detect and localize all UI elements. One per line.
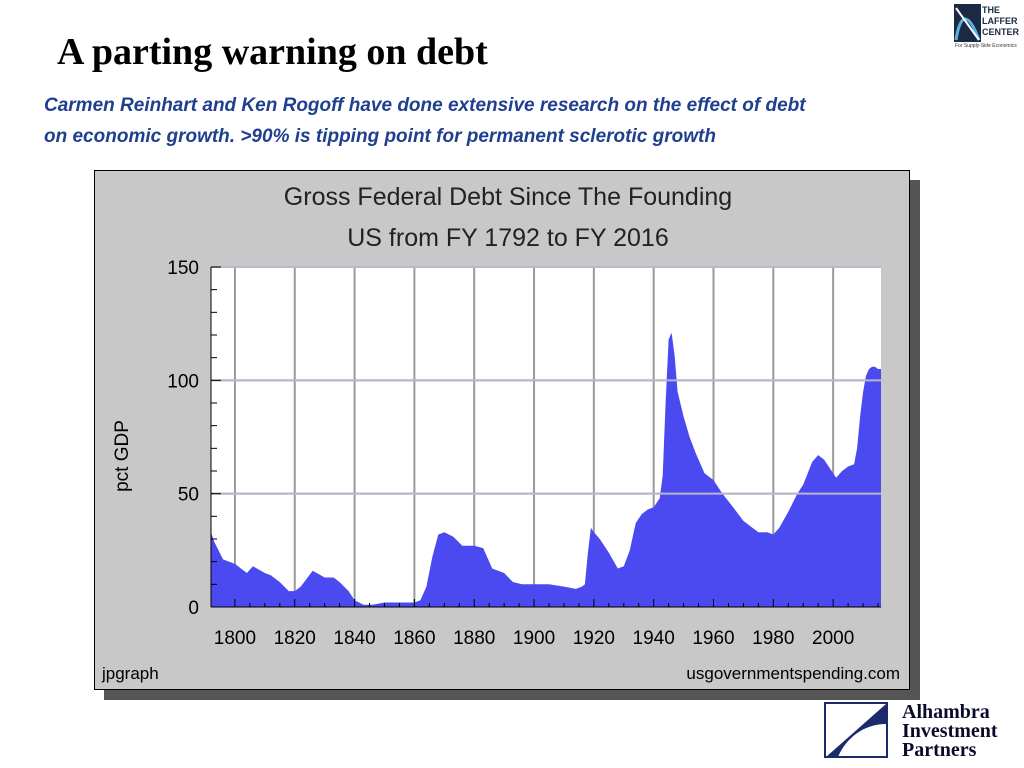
x-tick-label: 1920: [573, 628, 615, 649]
y-axis-label: pct GDP: [112, 420, 133, 492]
laffer-logo-line-1: THE: [982, 5, 1000, 15]
chart-title: Gross Federal Debt Since The Founding: [284, 183, 732, 211]
laffer-center-logo: THE LAFFER CENTER For Supply-Side Econom…: [954, 4, 1024, 52]
x-tick-label: 1960: [692, 628, 734, 649]
x-tick-label: 1860: [393, 628, 435, 649]
alhambra-logo: Alhambra Investment Partners: [824, 700, 1024, 762]
debt-area-series: [211, 332, 881, 607]
laffer-logo-line-2: LAFFER: [982, 16, 1018, 26]
alhambra-emblem-icon: [824, 702, 888, 758]
x-tick-label: 1880: [453, 628, 495, 649]
y-tick-label: 150: [167, 258, 199, 279]
slide-title: A parting warning on debt: [57, 31, 488, 73]
debt-chart: Gross Federal Debt Since The Founding US…: [101, 183, 900, 683]
y-tick-label: 100: [167, 371, 199, 392]
y-tick-label: 50: [178, 485, 199, 506]
x-tick-label: 1800: [214, 628, 256, 649]
x-tick-label: 1820: [274, 628, 316, 649]
alhambra-logo-line-2: Investment: [902, 720, 998, 742]
chart-footer-left: jpgraph: [101, 664, 159, 683]
x-tick-label: 1840: [333, 628, 375, 649]
x-tick-label: 1940: [633, 628, 675, 649]
x-tick-label: 1900: [513, 628, 555, 649]
laffer-curve-icon: [954, 4, 981, 42]
x-tick-label: 2000: [812, 628, 854, 649]
alhambra-logo-line-1: Alhambra: [902, 701, 990, 723]
y-tick-label: 0: [188, 598, 199, 619]
laffer-logo-line-3: CENTER: [982, 27, 1020, 37]
chart-footer-right: usgovernmentspending.com: [686, 664, 900, 683]
laffer-logo-tagline: For Supply-Side Economics: [955, 43, 1017, 49]
slide-subtitle-line-2: on economic growth. >90% is tipping poin…: [44, 126, 716, 147]
chart-subtitle: US from FY 1792 to FY 2016: [347, 224, 668, 252]
x-tick-label: 1980: [752, 628, 794, 649]
alhambra-logo-line-3: Partners: [902, 739, 977, 761]
slide-subtitle-line-1: Carmen Reinhart and Ken Rogoff have done…: [44, 95, 806, 116]
